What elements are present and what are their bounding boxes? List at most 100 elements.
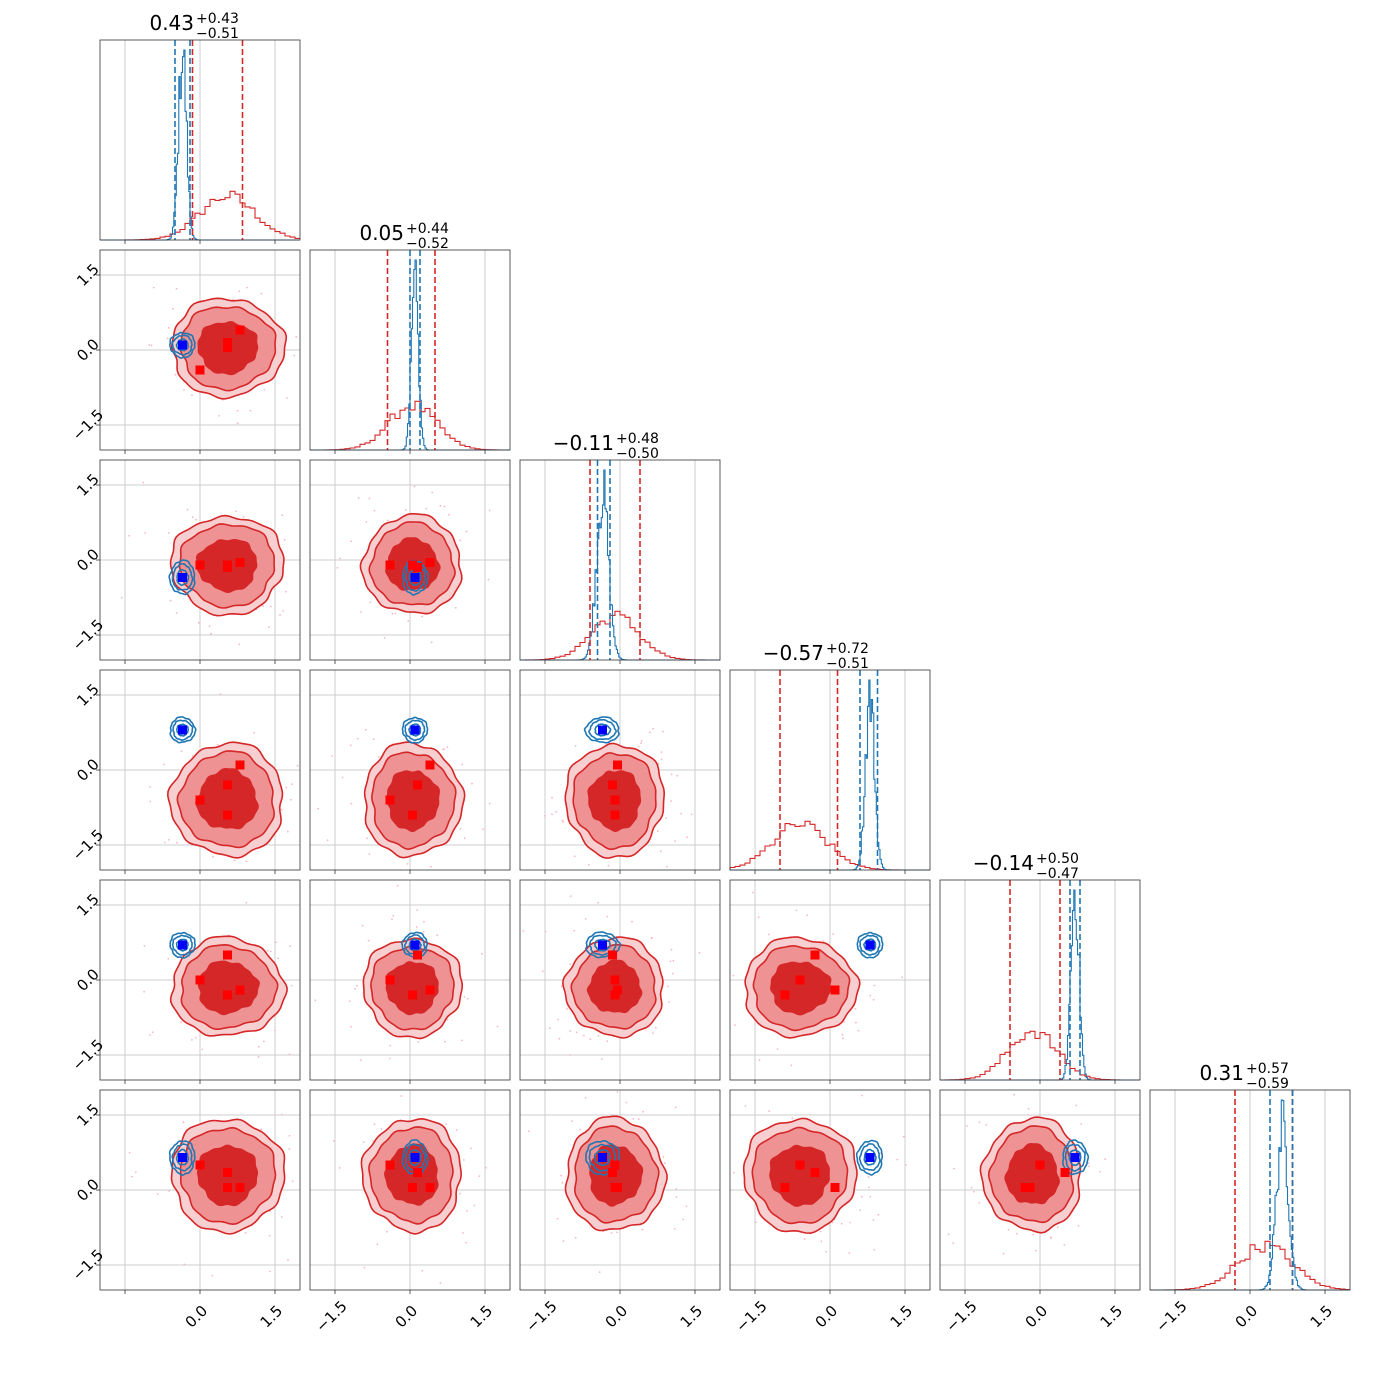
scatter-point: [868, 1186, 870, 1189]
scatter-point: [606, 1040, 609, 1043]
scatter-point: [1056, 1226, 1059, 1229]
scatter-point: [446, 746, 449, 748]
scatter-point: [640, 740, 643, 742]
scatter-point: [151, 1031, 154, 1034]
scatter-point: [291, 1180, 294, 1182]
scatter-point: [662, 1156, 665, 1158]
marker-red: [195, 975, 205, 985]
contour-blue-mid: [858, 1143, 881, 1172]
scatter-point: [191, 1039, 193, 1041]
scatter-point: [606, 915, 609, 918]
scatter-point: [1104, 1158, 1107, 1160]
scatter-point: [597, 901, 599, 904]
scatter-point: [290, 984, 293, 987]
scatter-point: [597, 1035, 600, 1037]
scatter-point: [180, 1021, 183, 1024]
scatter-point: [120, 596, 123, 599]
scatter-point: [128, 1151, 131, 1154]
scatter-point: [143, 990, 146, 993]
scatter-point: [233, 859, 236, 862]
scatter-point: [569, 1030, 572, 1032]
contour-group: [562, 931, 664, 1039]
scatter-point: [541, 970, 544, 973]
x-tick-label: 1.5: [1097, 1302, 1127, 1332]
marker-red: [385, 795, 395, 805]
x-tick-label: −1.5: [732, 1297, 770, 1335]
scatter-point: [471, 782, 473, 785]
scatter-point: [238, 643, 241, 646]
scatter-point: [758, 1059, 761, 1062]
scatter-point: [404, 509, 407, 511]
title-plus: +0.43: [196, 11, 239, 27]
scatter-point: [197, 621, 200, 624]
marker-red: [195, 795, 205, 805]
scatter-point: [543, 815, 546, 817]
scatter-point: [268, 626, 270, 628]
scatter-point: [338, 1167, 341, 1169]
title-minus: −0.59: [1246, 1076, 1289, 1092]
scatter-point: [253, 731, 255, 734]
scatter-point: [1002, 1252, 1005, 1255]
contour-red-inner: [1004, 1143, 1060, 1205]
scatter-point: [584, 1097, 587, 1099]
scatter-point: [575, 1031, 578, 1034]
scatter-point: [557, 1018, 559, 1021]
scatter-point: [295, 335, 298, 338]
contour-group: [564, 1115, 668, 1232]
scatter-point: [244, 1232, 247, 1234]
scatter-point: [201, 1048, 204, 1051]
scatter-point: [670, 800, 673, 802]
scatter-point: [236, 422, 239, 425]
marker-red: [385, 560, 395, 570]
marker-red: [830, 985, 840, 995]
contour-group: [742, 1117, 884, 1235]
scatter-point: [466, 997, 469, 1000]
scatter-point: [1075, 1104, 1078, 1107]
scatter-point: [169, 599, 172, 602]
scatter-point: [183, 389, 185, 391]
scatter-point: [680, 812, 683, 815]
scatter-point: [368, 497, 371, 500]
scatter-point: [488, 802, 491, 805]
scatter-point: [869, 994, 871, 997]
marker-red: [385, 1160, 395, 1170]
scatter-point: [235, 510, 237, 513]
scatter-point: [149, 1034, 151, 1036]
scatter-point: [194, 1037, 197, 1039]
scatter-point: [144, 532, 147, 534]
panel-title: −0.14 +0.50−0.47: [973, 851, 1079, 882]
scatter-point: [164, 841, 166, 844]
scatter-point: [175, 287, 178, 290]
scatter-point: [843, 1020, 846, 1023]
scatter-point: [386, 519, 389, 522]
scatter-point: [388, 1057, 391, 1060]
scatter-point: [587, 863, 590, 866]
marker-blue: [598, 725, 607, 735]
scatter-point: [380, 1128, 383, 1130]
title-minus: −0.52: [406, 236, 449, 252]
scatter-point: [268, 1234, 271, 1237]
scatter-point: [156, 1193, 159, 1195]
scatter-point: [366, 837, 368, 840]
contour-blue-inner: [175, 938, 189, 952]
scatter-point: [142, 481, 145, 484]
scatter-point: [522, 930, 525, 932]
scatter-point: [795, 909, 798, 912]
x-tick-label: 1.5: [257, 1302, 287, 1332]
scatter-point: [285, 786, 288, 789]
title-minus: −0.51: [196, 26, 239, 42]
scatter-point: [583, 1034, 585, 1037]
x-tick-label: 0.0: [1232, 1302, 1262, 1332]
scatter-point: [571, 1120, 573, 1123]
scatter-point: [757, 916, 760, 919]
hist-red: [520, 610, 720, 661]
marker-blue: [178, 940, 187, 950]
x-tick-label: −1.5: [522, 1297, 560, 1335]
marker-red: [1020, 1183, 1030, 1192]
scatter-point: [172, 307, 174, 310]
scatter-point: [416, 909, 419, 911]
scatter-point: [579, 1128, 582, 1131]
marker-red: [1025, 1183, 1035, 1192]
scatter-point: [860, 1195, 863, 1198]
contour-blue-mid: [171, 1143, 193, 1172]
